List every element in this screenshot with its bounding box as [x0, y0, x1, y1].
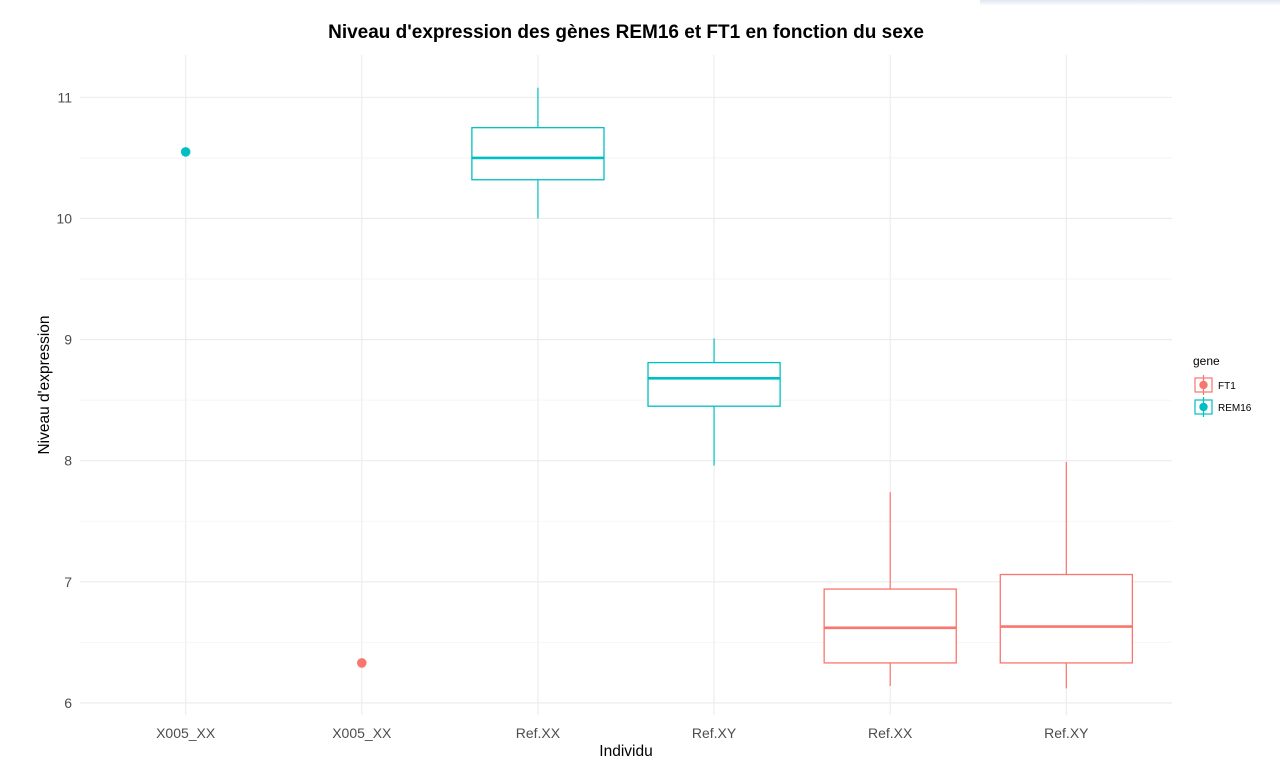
box-rem16	[647, 338, 781, 466]
legend: gene FT1 REM16	[1193, 354, 1252, 417]
box-rem16	[471, 87, 605, 219]
x-tick-label: Ref.XY	[1044, 725, 1089, 741]
box-ft1	[999, 461, 1134, 689]
point-rem16	[180, 147, 191, 157]
chart-title: Niveau d'expression des gènes REM16 et F…	[328, 22, 924, 43]
legend-item-ft1: FT1	[1194, 375, 1236, 395]
point-ft1	[357, 658, 367, 668]
x-tick-label: Ref.XY	[692, 725, 737, 741]
y-tick-label: 11	[57, 89, 72, 105]
box-iqr	[999, 573, 1134, 664]
box-iqr	[823, 588, 957, 664]
y-tick-label: 10	[56, 210, 72, 226]
y-tick-label: 8	[64, 453, 72, 469]
box-iqr	[471, 127, 605, 181]
marks	[180, 87, 1134, 689]
legend-label: FT1	[1218, 381, 1236, 392]
legend-title: gene	[1193, 354, 1220, 368]
x-tick-label: Ref.XX	[516, 725, 561, 741]
legend-item-rem16: REM16	[1194, 397, 1252, 417]
legend-label: REM16	[1218, 403, 1252, 414]
x-tick-label: X005_XX	[156, 725, 216, 741]
x-tick-label: X005_XX	[332, 725, 392, 741]
x-tick-label: Ref.XX	[868, 725, 913, 741]
box-ft1	[823, 492, 957, 686]
y-tick-label: 6	[64, 695, 72, 711]
y-axis-label: Niveau d'expression	[36, 315, 53, 454]
y-tick-label: 9	[64, 332, 72, 348]
legend-key-point	[1199, 380, 1208, 390]
y-tick-labels: 6 7 8 9 10 11	[56, 89, 72, 711]
legend-key-point	[1199, 402, 1208, 412]
x-tick-labels: X005_XX X005_XX Ref.XX Ref.XY Ref.XX Ref.XY	[156, 725, 1089, 741]
corner-shadow	[980, 0, 1280, 6]
box-iqr	[647, 361, 781, 407]
y-tick-label: 7	[64, 574, 72, 590]
x-axis-label: Individu	[599, 743, 652, 760]
